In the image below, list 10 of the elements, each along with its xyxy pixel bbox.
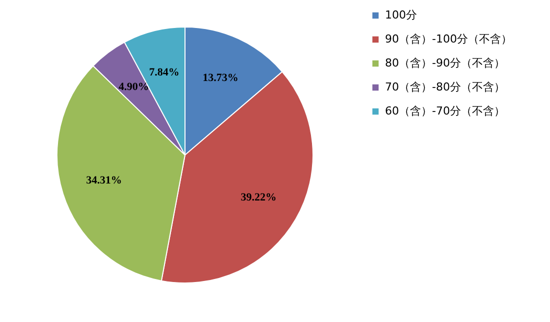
- data-label: 34.31%: [86, 174, 122, 187]
- legend-label: 100分: [385, 8, 417, 22]
- data-label: 13.73%: [202, 72, 238, 84]
- legend-label: 60（含）-70分（不含）: [385, 104, 505, 118]
- data-label: 39.22%: [240, 192, 276, 204]
- legend-label: 70（含）-80分（不含）: [385, 80, 505, 94]
- data-label: 7.84%: [149, 66, 180, 79]
- legend-label: 80（含）-90分（不含）: [385, 56, 505, 70]
- legend-label: 90（含）-100分（不含）: [385, 32, 512, 46]
- data-label: 4.90%: [118, 81, 149, 94]
